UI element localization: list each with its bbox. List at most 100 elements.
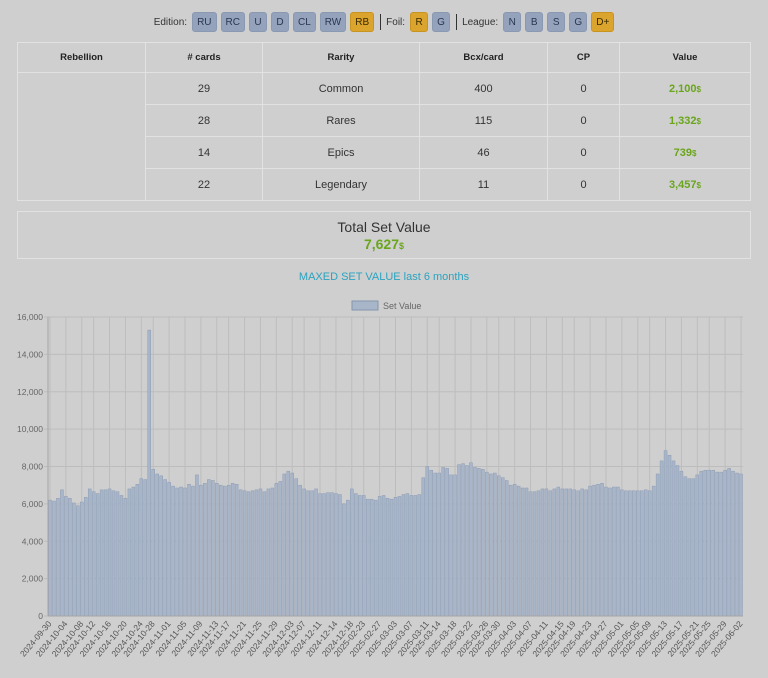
bar	[191, 485, 195, 617]
bar	[687, 478, 692, 617]
bar	[270, 487, 275, 617]
bar	[437, 472, 441, 617]
edition-cell	[17, 72, 146, 201]
bar	[80, 501, 84, 617]
foil-label: Foil:	[386, 16, 406, 28]
bar	[683, 476, 688, 617]
bar	[111, 490, 116, 617]
bar	[608, 487, 612, 617]
bar	[508, 484, 513, 617]
bar	[699, 470, 704, 617]
bar	[361, 495, 366, 617]
edition-button-d[interactable]: D	[270, 12, 289, 32]
edition-button-cl[interactable]: CL	[292, 12, 316, 32]
bar	[707, 469, 711, 617]
bar	[159, 475, 163, 617]
cell-rarity: Common	[262, 72, 420, 105]
bar	[115, 491, 120, 617]
bar	[449, 474, 453, 617]
bar	[469, 462, 473, 617]
bar	[679, 470, 684, 617]
bar	[584, 489, 588, 617]
cell-cp: 0	[547, 136, 620, 169]
total-currency: $	[399, 241, 405, 251]
bar	[465, 465, 469, 617]
edition-buttons: RU RC U D CL RW RB	[192, 12, 375, 32]
bar	[298, 484, 302, 617]
league-button-g[interactable]: G	[569, 12, 588, 32]
league-button-b[interactable]: B	[525, 12, 544, 32]
bar	[588, 485, 592, 617]
bar	[219, 484, 223, 617]
league-button-s[interactable]: S	[547, 12, 566, 32]
bar	[624, 490, 628, 617]
bar	[381, 495, 386, 617]
edition-button-rw[interactable]: RW	[319, 12, 347, 32]
bar	[226, 484, 231, 617]
bar	[314, 488, 318, 617]
bar	[572, 489, 576, 617]
bar	[135, 484, 140, 617]
edition-button-u[interactable]: U	[248, 12, 267, 32]
bar	[667, 455, 672, 617]
value-currency: $	[696, 180, 701, 190]
y-tick-label: 12,000	[17, 387, 43, 397]
bar	[421, 477, 426, 617]
cell-value: 1,332$	[619, 104, 751, 137]
bar	[246, 491, 251, 617]
bar	[175, 487, 179, 617]
bar	[346, 499, 350, 617]
cell-rarity: Epics	[262, 136, 420, 169]
league-button-n[interactable]: N	[503, 12, 522, 32]
edition-button-ru[interactable]: RU	[192, 12, 217, 32]
bar	[576, 490, 580, 617]
bar	[369, 498, 374, 617]
bar	[691, 478, 696, 617]
bar	[183, 487, 187, 617]
bar	[52, 500, 56, 617]
bar	[639, 490, 644, 617]
bar	[119, 495, 124, 617]
bar	[556, 486, 561, 617]
foil-button-r[interactable]: R	[410, 12, 429, 32]
bar	[723, 469, 727, 617]
bar	[318, 493, 322, 617]
cell-value: 739$	[619, 136, 751, 169]
value-amount: 1,332	[669, 114, 697, 127]
bar	[91, 491, 96, 617]
bar	[715, 471, 719, 617]
bar	[481, 469, 485, 617]
bar	[516, 485, 521, 617]
bar	[234, 484, 239, 617]
value-currency: $	[691, 148, 697, 158]
bar	[290, 472, 294, 617]
bar	[334, 493, 338, 617]
bar	[87, 488, 92, 617]
edition-button-rc[interactable]: RC	[220, 12, 245, 32]
bar	[544, 488, 549, 617]
y-tick-label: 6,000	[22, 499, 44, 509]
bar	[330, 492, 334, 617]
bar	[612, 486, 616, 617]
bar	[604, 486, 608, 617]
bar	[179, 486, 183, 617]
cell-bcx: 400	[419, 72, 548, 105]
cell-bcx: 46	[419, 136, 548, 169]
bar	[401, 494, 406, 617]
bar	[433, 472, 437, 617]
bar	[211, 480, 215, 617]
bar	[195, 474, 199, 617]
bar	[663, 450, 668, 617]
total-set-value-box: Total Set Value 7,627$	[17, 211, 751, 259]
foil-button-g[interactable]: G	[432, 12, 451, 32]
total-value: 7,627$	[18, 236, 750, 252]
league-button-dplus[interactable]: D+	[591, 12, 615, 32]
bar	[385, 498, 390, 617]
bar	[489, 473, 493, 617]
bar	[453, 474, 457, 617]
cell-value: 2,100$	[619, 72, 751, 105]
edition-button-rb[interactable]: RB	[350, 12, 375, 32]
bar	[727, 468, 731, 617]
bar	[282, 473, 287, 617]
bar	[83, 497, 88, 617]
